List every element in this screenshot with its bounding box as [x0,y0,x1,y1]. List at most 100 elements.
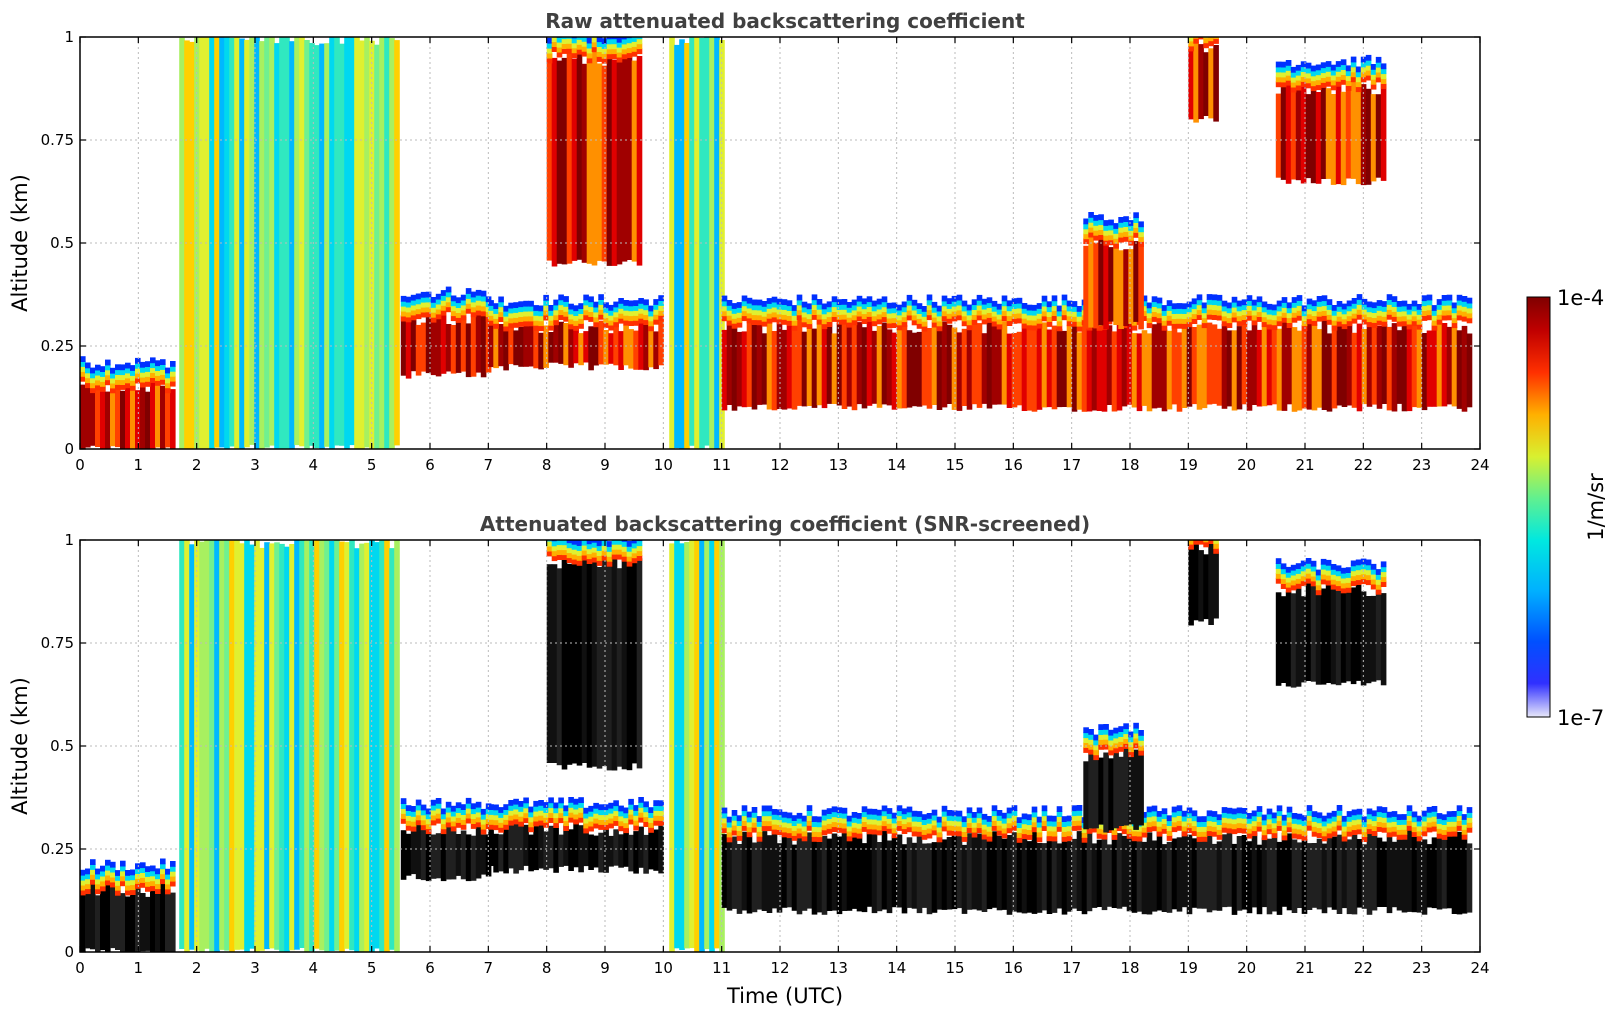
heat-cell [1330,94,1337,185]
heat-cell [941,815,948,822]
heat-cell [653,313,659,320]
heat-cell [1031,830,1038,914]
heat-cell [568,323,574,330]
heat-cell [135,390,141,449]
heat-cell [440,818,447,825]
heat-cell [946,324,953,404]
heat-cell [591,551,598,558]
heat-cell [726,837,733,911]
heat-cell [1056,315,1063,322]
heat-cell [1236,812,1243,819]
heat-cell [826,306,833,313]
heat-cell [643,816,649,822]
heat-cell [1376,300,1383,306]
heat-cell [1071,810,1078,817]
heat-cell [135,883,141,889]
heat-cell [1141,295,1148,302]
heat-cell [921,325,928,332]
heat-cell [986,302,993,308]
heat-cell [1066,320,1073,327]
heat-cell [1330,584,1337,685]
heat-cell [781,299,788,305]
heat-cell [450,815,457,822]
heat-cell [618,805,624,812]
heat-cell [936,833,943,910]
heat-cell [731,322,738,329]
heat-cell [1411,300,1418,307]
heat-cell [726,816,733,823]
heat-cell [1461,819,1468,825]
heat-cell [643,309,649,316]
heat-cell [906,330,913,408]
heat-cell [425,828,432,835]
heat-cell [513,813,519,820]
heat-cell [1146,811,1153,818]
heat-cell [1051,825,1058,832]
heat-cell [1456,820,1463,826]
heat-cell [105,379,111,386]
heat-cell [160,863,166,870]
heat-cell [1098,234,1104,240]
heat-cell [1436,837,1443,910]
heat-cell [460,814,467,820]
heat-cell [430,316,437,323]
heat-cell [1351,819,1358,826]
x-tick-label: 13 [829,456,848,474]
heat-cell [931,321,938,328]
heat-cell [991,805,998,812]
heat-cell [596,555,603,561]
heat-cell [721,305,728,312]
heat-cell [971,830,978,910]
heat-cell [551,46,558,52]
heat-cell [145,871,151,877]
heat-cell [410,314,417,321]
heat-cell [621,540,628,542]
heat-cell [911,842,918,909]
heat-cell [653,318,659,325]
raw-backscatter-panel: Raw attenuated backscattering coefficien… [8,9,1490,474]
heat-cell [1281,814,1288,821]
heat-cell [603,814,609,820]
heat-cell [513,803,519,810]
heat-cell [936,315,943,322]
heat-cell [756,309,763,316]
heat-cell [623,319,629,326]
heat-cell [736,844,743,914]
heat-cell [465,817,472,824]
heat-cell [513,330,519,366]
heat-cell [1391,825,1398,832]
heat-cell [1345,582,1352,588]
heat-cell [866,813,873,820]
heat-cell [1441,299,1448,306]
heat-cell [966,309,973,316]
heat-cell [1275,71,1282,78]
heat-cell [1066,820,1073,827]
heat-cell [836,836,843,915]
heat-cell [1176,810,1183,816]
heat-cell [653,800,659,806]
heat-cell [806,832,813,909]
heat-cell [548,314,554,321]
heat-cell [445,816,452,823]
heat-cell [1011,333,1018,408]
heat-cell [1113,751,1119,829]
heat-cell [1241,817,1248,824]
heat-cell [1093,242,1099,329]
heat-cell [851,321,858,411]
heat-cell [991,815,998,821]
heat-cell [389,38,395,449]
heat-cell [588,825,594,832]
heat-cell [1236,310,1243,317]
heat-cell [1001,822,1008,829]
heat-cell [906,294,913,301]
heat-cell [1138,231,1144,238]
heat-cell [633,824,639,831]
heat-cell [1206,820,1213,827]
heat-cell [926,309,933,316]
heat-cell [1106,844,1113,907]
heat-cell [508,800,514,806]
heat-cell [921,306,928,312]
heat-cell [871,823,878,830]
heat-cell [603,330,609,365]
heat-cell [871,320,878,327]
